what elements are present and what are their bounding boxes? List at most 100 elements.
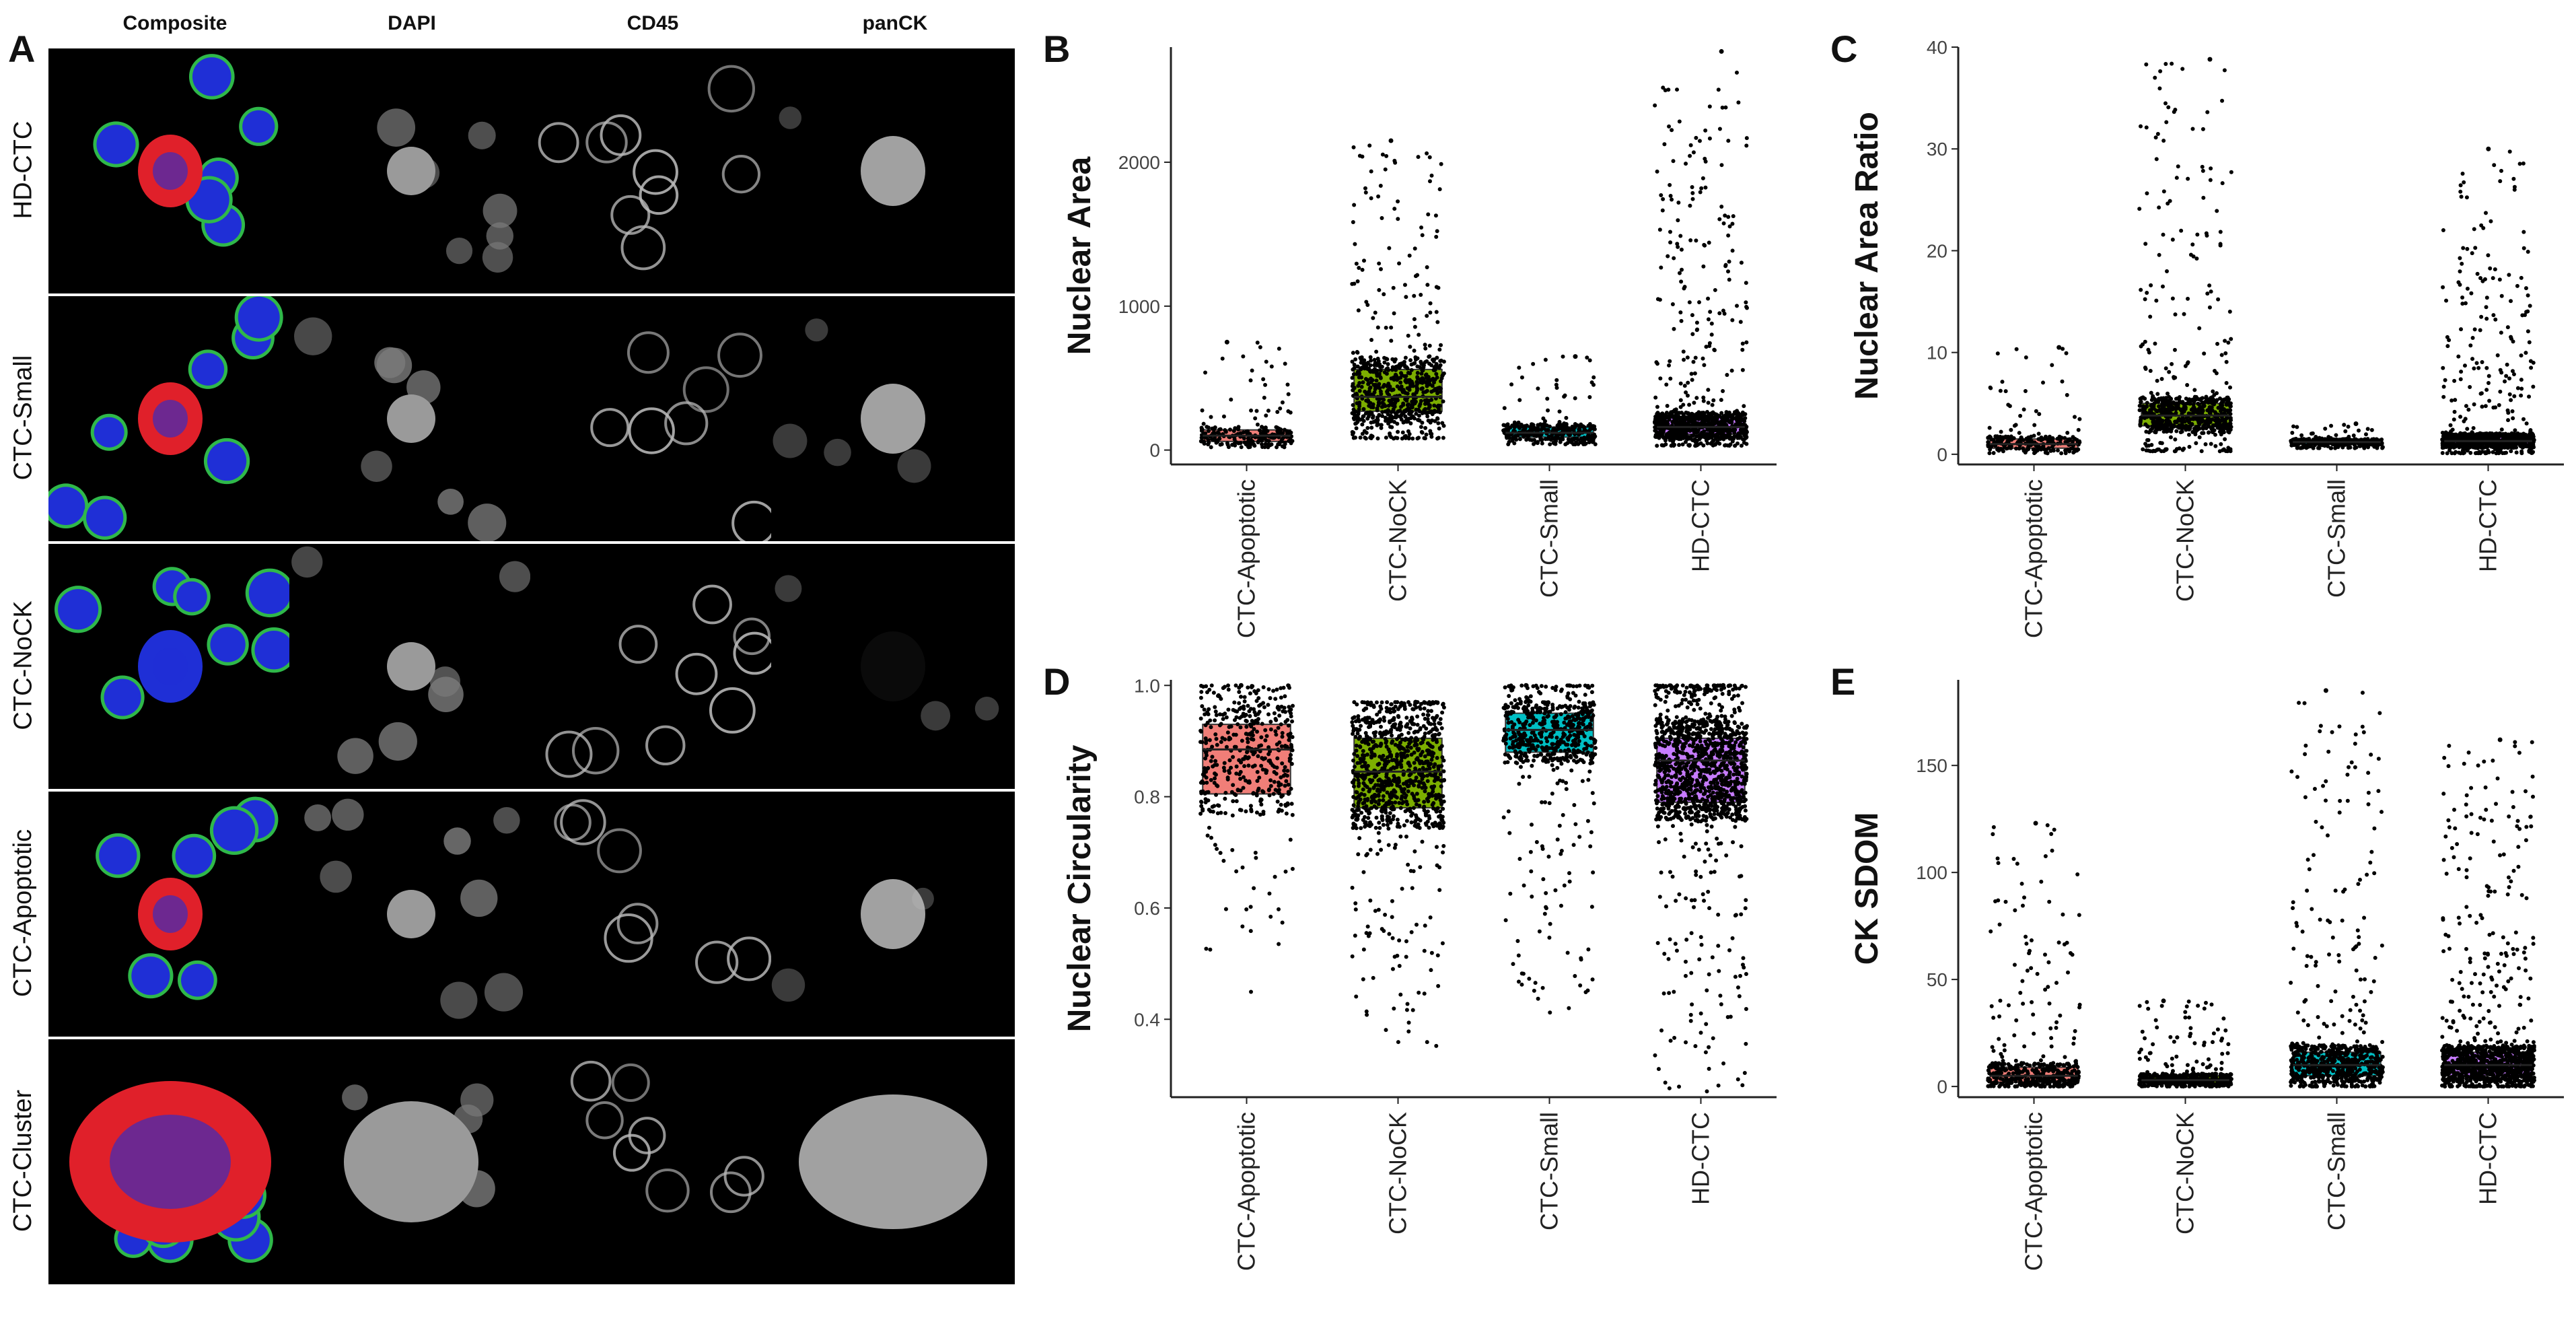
data-point [2440, 451, 2445, 456]
data-point [2503, 379, 2507, 384]
data-point [1257, 775, 1262, 780]
data-point [2229, 418, 2233, 423]
data-point [1412, 348, 1417, 353]
ctc-dapi [344, 1101, 478, 1222]
data-point [1358, 355, 1363, 360]
data-point [1252, 886, 1256, 891]
data-point [1352, 362, 1357, 367]
data-point [1702, 242, 1707, 247]
data-point [1740, 417, 1744, 422]
data-point [1717, 217, 1722, 221]
data-point [1736, 432, 1740, 437]
row-label-ctc-cluster: CTC-Cluster [9, 1089, 38, 1232]
data-point [1384, 153, 1389, 158]
data-point [1260, 722, 1264, 726]
data-point [2227, 309, 2232, 314]
data-point [1672, 256, 1676, 260]
data-point [1434, 372, 1439, 376]
data-point [2486, 253, 2491, 258]
data-point [1254, 409, 1259, 413]
data-point [2057, 437, 2062, 442]
box-plot-nuclear-area: 0 1000 2000 Nuclear Area CTC-Apoptotic CTC-No… [1036, 34, 1783, 643]
cell-nucleus [94, 417, 124, 448]
data-point [1369, 358, 1373, 363]
data-point [1727, 444, 1731, 448]
data-point [1687, 300, 1692, 305]
data-point [1215, 847, 1219, 851]
data-point [1412, 317, 1417, 322]
data-point [1686, 436, 1691, 441]
data-point [1995, 351, 2000, 356]
max-point [2353, 421, 2359, 427]
data-point [2157, 86, 2162, 91]
data-point [2195, 232, 2200, 237]
data-point [1701, 176, 1705, 180]
data-point [1277, 942, 1281, 946]
data-point [1263, 728, 1268, 732]
data-point [1694, 411, 1699, 416]
data-point [1382, 355, 1387, 360]
cd45-ring [545, 730, 593, 778]
data-point [1361, 407, 1366, 411]
data-point [1727, 277, 1731, 282]
data-point [2528, 450, 2532, 454]
data-point [1410, 402, 1415, 407]
data-point [2205, 234, 2209, 238]
data-point [2480, 442, 2484, 446]
data-point [1281, 685, 1286, 690]
cell-nucleus [248, 571, 291, 615]
data-point [1423, 407, 1427, 411]
data-point [1441, 436, 1445, 440]
data-point [1423, 410, 1427, 415]
data-point [1424, 432, 1429, 437]
data-point [1277, 714, 1282, 718]
cd45-ring [616, 903, 659, 944]
data-point [1209, 759, 1213, 763]
data-point [2172, 424, 2176, 429]
data-point [1692, 438, 1696, 443]
data-point [1289, 430, 1293, 435]
cell-nucleus [213, 809, 256, 852]
data-point [2445, 344, 2450, 349]
cell-nucleus [99, 836, 137, 875]
data-point [2219, 353, 2224, 357]
points-ctc-apoptotic [1198, 683, 1295, 994]
data-point [1367, 389, 1371, 394]
dapi-nucleus [484, 973, 524, 1012]
data-point [1681, 349, 1686, 354]
data-point [2470, 251, 2474, 256]
data-point [1725, 427, 1730, 432]
data-point [1709, 321, 1714, 326]
data-point [2190, 127, 2195, 131]
data-point [1269, 364, 1274, 369]
max-point [2056, 345, 2062, 350]
data-point [1380, 401, 1384, 405]
data-point [1373, 310, 1378, 315]
data-point [2228, 404, 2233, 409]
data-point [1291, 703, 1295, 708]
data-point [1408, 358, 1413, 363]
data-point [2468, 433, 2472, 438]
data-point [1392, 359, 1397, 364]
data-point [1437, 403, 1442, 408]
data-point [1399, 413, 1404, 417]
data-point [1664, 382, 1669, 387]
data-point [2149, 428, 2153, 433]
data-point [1384, 325, 1388, 330]
data-point [1679, 318, 1684, 323]
data-point [1667, 124, 1672, 129]
cd45-ring [664, 401, 709, 446]
ctc-panck [861, 136, 925, 206]
data-point [2528, 359, 2533, 363]
data-point [1585, 434, 1590, 439]
data-point [1241, 757, 1246, 761]
data-point [2012, 423, 2017, 428]
data-point [1213, 776, 1217, 781]
cd45-ring [721, 155, 761, 194]
data-point [1379, 425, 1384, 430]
data-point [2044, 436, 2048, 441]
data-point [2471, 426, 2476, 431]
data-point [2222, 418, 2227, 423]
data-point [1359, 360, 1363, 365]
data-point [1388, 433, 1392, 438]
